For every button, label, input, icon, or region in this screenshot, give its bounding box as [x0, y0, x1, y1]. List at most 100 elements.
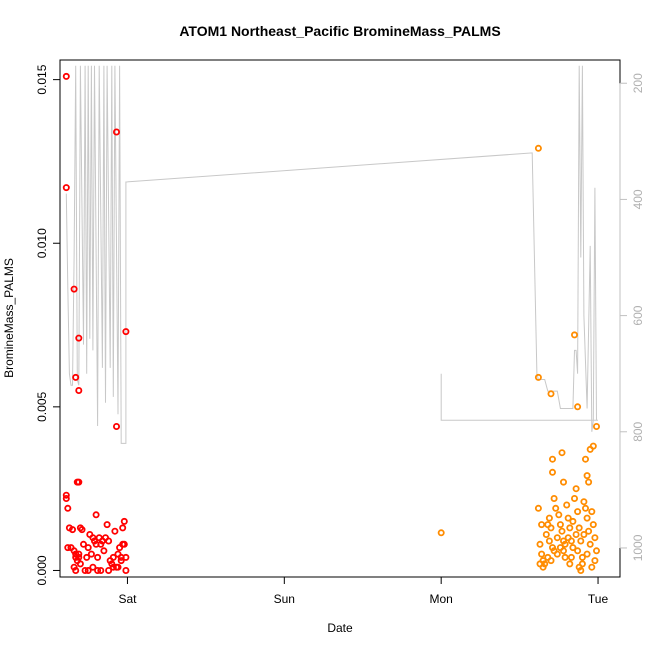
x-axis-label: Date — [327, 621, 353, 635]
data-point — [552, 504, 560, 512]
data-point — [72, 567, 80, 575]
data-point — [75, 550, 83, 558]
data-point — [109, 553, 117, 561]
data-point — [588, 563, 596, 571]
data-point — [536, 540, 544, 548]
data-point — [549, 455, 557, 463]
data-point — [585, 527, 593, 535]
data-point — [569, 517, 577, 525]
data-point — [560, 478, 568, 486]
data-point — [563, 501, 571, 509]
data-point — [92, 511, 100, 519]
data-point — [75, 553, 83, 561]
data-point — [591, 557, 599, 565]
y2-tick-label: 200 — [631, 73, 645, 93]
data-point — [574, 508, 582, 516]
data-point — [122, 328, 130, 336]
data-point — [574, 547, 582, 555]
data-point — [87, 550, 95, 558]
data-point — [122, 567, 130, 575]
data-point — [62, 491, 70, 499]
data-point — [556, 521, 564, 529]
data-point — [564, 534, 572, 542]
data-point — [577, 537, 585, 545]
y-tick-label: 0.010 — [35, 228, 49, 258]
data-point — [69, 526, 77, 534]
y-tick-label: 0.015 — [35, 64, 49, 94]
x-tick-label: Sat — [118, 592, 137, 606]
data-point — [583, 514, 591, 522]
data-point — [571, 494, 579, 502]
line-series-segment — [65, 65, 597, 444]
data-point — [113, 128, 121, 136]
x-tick-label: Mon — [430, 592, 453, 606]
data-point — [560, 537, 568, 545]
data-point — [534, 144, 542, 152]
data-point — [567, 553, 575, 561]
data-point — [542, 531, 550, 539]
data-point — [437, 529, 445, 537]
data-point — [583, 472, 591, 480]
data-point — [64, 504, 72, 512]
data-point — [558, 449, 566, 457]
data-point — [589, 521, 597, 529]
data-point — [578, 553, 586, 561]
data-point — [105, 537, 113, 545]
y2-axis: 200 400 600 800 1000 — [619, 73, 645, 561]
data-point — [564, 514, 572, 522]
data-point — [117, 553, 125, 561]
data-point — [575, 524, 583, 532]
data-point — [75, 386, 83, 394]
data-point — [566, 524, 574, 532]
data-point — [78, 526, 86, 534]
data-point — [549, 468, 557, 476]
data-point — [550, 494, 558, 502]
data-point — [538, 521, 546, 529]
data-point — [585, 478, 593, 486]
data-point — [114, 563, 122, 571]
y2-tick-label: 600 — [631, 305, 645, 325]
y-axis-label: BromineMass_PALMS — [2, 258, 16, 378]
data-point — [572, 485, 580, 493]
y2-tick-label: 1000 — [631, 534, 645, 561]
data-point — [81, 567, 89, 575]
data-point — [62, 494, 70, 502]
data-point — [539, 563, 547, 571]
data-point — [553, 534, 561, 542]
data-point — [103, 521, 111, 529]
x-axis: Sat Sun Mon Tue — [118, 577, 608, 606]
data-point — [580, 531, 588, 539]
data-point — [589, 442, 597, 450]
line-layer — [65, 65, 598, 444]
data-point — [556, 544, 564, 552]
points-layer — [62, 72, 601, 575]
data-point — [119, 540, 127, 548]
data-point — [558, 527, 566, 535]
data-point — [83, 553, 91, 561]
data-point — [538, 550, 546, 558]
data-point — [547, 524, 555, 532]
data-point — [574, 403, 582, 411]
data-point — [591, 534, 599, 542]
data-point — [593, 547, 601, 555]
data-point — [550, 547, 558, 555]
data-point — [113, 422, 121, 430]
data-point — [62, 184, 70, 192]
data-point — [70, 285, 78, 293]
data-point — [119, 524, 127, 532]
data-point — [84, 544, 92, 552]
data-point — [547, 390, 555, 398]
data-point — [555, 511, 563, 519]
data-point — [545, 537, 553, 545]
chart-title: ATOM1 Northeast_Pacific BromineMass_PALM… — [179, 23, 500, 39]
data-point — [64, 544, 72, 552]
data-point — [561, 553, 569, 561]
data-point — [105, 567, 113, 575]
line-series-segment — [440, 373, 598, 421]
data-point — [577, 567, 585, 575]
data-point — [75, 478, 83, 486]
y-tick-label: 0.000 — [35, 555, 49, 585]
data-point — [94, 567, 102, 575]
data-point — [84, 567, 92, 575]
